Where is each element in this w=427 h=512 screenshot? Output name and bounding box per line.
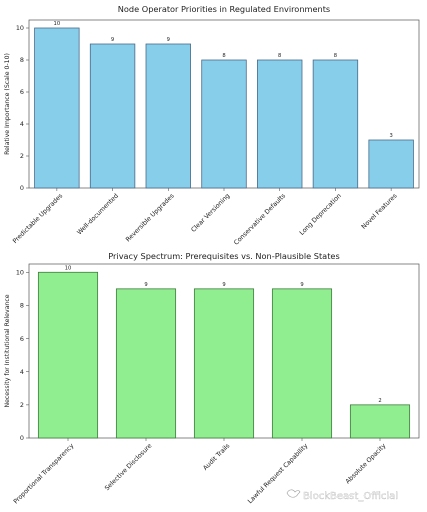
watermark: BlockBeast_Official: [286, 489, 398, 502]
x-tick-label: Novel Features: [360, 192, 398, 230]
x-tick-label: Audit Trails: [202, 442, 231, 471]
data-label: 9: [300, 282, 303, 288]
bird-icon: [286, 489, 301, 498]
x-tick-label: Selective Disclosure: [104, 442, 154, 492]
y-tick-label: 0: [20, 434, 24, 442]
chart-priorities: Node Operator Priorities in Regulated En…: [4, 4, 420, 247]
data-label: 8: [334, 53, 337, 59]
y-tick-label: 4: [20, 120, 24, 128]
y-ticks: 0 2 4 6 8 10: [16, 268, 381, 442]
x-tick-label: Predictable Upgrades: [12, 192, 65, 245]
x-tick-label: Reversible Upgrades: [125, 192, 176, 243]
y-tick-label: 4: [20, 368, 24, 376]
x-tick-label: Well-documented: [76, 192, 120, 236]
x-tick-label: Clear Versioning: [190, 192, 231, 233]
chart-title: Node Operator Priorities in Regulated En…: [118, 4, 330, 14]
data-label: 3: [389, 133, 392, 139]
y-tick-label: 2: [20, 152, 24, 160]
y-tick-label: 10: [16, 24, 24, 32]
bar: [193, 288, 255, 439]
bar: [312, 59, 359, 189]
bar: [368, 139, 414, 189]
bars: [34, 27, 414, 189]
data-labels: 10 9 9 8 8 8 3: [54, 21, 393, 139]
bar: [271, 288, 333, 439]
chart-title: Privacy Spectrum: Prerequisites vs. Non-…: [108, 251, 339, 261]
y-tick-label: 8: [20, 56, 24, 64]
data-label: 10: [54, 21, 61, 27]
data-label: 10: [65, 265, 72, 271]
y-axis-label: Necessity for Institutional Relevance: [4, 294, 11, 407]
data-label: 8: [222, 53, 225, 59]
y-tick-label: 10: [16, 268, 24, 276]
chart-privacy: Privacy Spectrum: Prerequisites vs. Non-…: [4, 251, 420, 505]
bar: [37, 271, 99, 439]
bar: [34, 27, 80, 189]
x-tick-label: Conservative Defaults: [233, 192, 287, 246]
bar: [257, 59, 303, 189]
data-label: 9: [167, 37, 170, 43]
category-labels: Predictable Upgrades Well-documented Rever…: [12, 192, 399, 246]
y-tick-label: 6: [20, 335, 24, 343]
y-tick-label: 8: [20, 302, 24, 310]
bar: [115, 288, 177, 439]
watermark-text: BlockBeast_Official: [303, 491, 398, 502]
bar: [89, 43, 136, 189]
bar: [145, 43, 191, 189]
x-tick-label: Lawful Request Capability: [247, 442, 310, 505]
data-label: 8: [278, 53, 281, 59]
y-ticks: 0 2 4 6 8 10: [16, 24, 392, 192]
bar: [349, 404, 411, 439]
data-label: 9: [111, 37, 114, 43]
y-tick-label: 6: [20, 88, 24, 96]
data-label: 9: [222, 282, 225, 288]
x-tick-label: Absolute Opacity: [344, 442, 387, 485]
y-axis-label: Relative Importance (Scale 0-10): [4, 53, 11, 155]
x-tick-label: Proportional Transparency: [12, 442, 75, 505]
bars: [37, 271, 411, 439]
data-label: 9: [144, 282, 147, 288]
bar: [201, 59, 247, 189]
x-tick-label: Long Deprecation: [299, 192, 343, 236]
data-labels: 10 9 9 9 2: [65, 265, 382, 404]
data-label: 2: [378, 398, 381, 404]
y-tick-label: 2: [20, 401, 24, 409]
y-tick-label: 0: [20, 184, 24, 192]
